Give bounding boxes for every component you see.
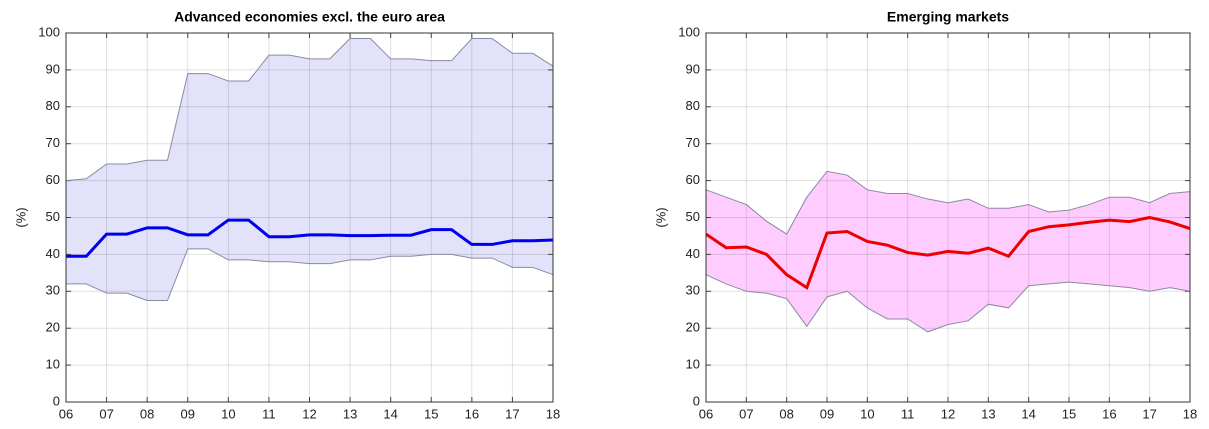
y-tick-label: 0: [693, 393, 700, 408]
chart-title: Advanced economies excl. the euro area: [174, 9, 445, 25]
chart-title: Emerging markets: [887, 9, 1009, 25]
y-tick-label: 100: [678, 24, 700, 39]
y-tick-label: 40: [46, 246, 60, 261]
y-tick-label: 50: [46, 209, 60, 224]
x-tick-label: 14: [383, 406, 397, 421]
y-tick-label: 10: [46, 357, 60, 372]
x-tick-label: 13: [981, 406, 995, 421]
y-tick-label: 0: [53, 393, 60, 408]
y-axis-label: (%): [653, 207, 668, 227]
x-tick-label: 18: [1183, 406, 1197, 421]
x-tick-label: 06: [699, 406, 713, 421]
y-tick-label: 50: [686, 209, 700, 224]
band-lower: [66, 248, 554, 302]
x-tick-label: 06: [59, 406, 73, 421]
y-axis-label: (%): [13, 207, 28, 227]
y-tick-label: 20: [686, 320, 700, 335]
x-tick-label: 18: [546, 406, 560, 421]
y-tick-label: 60: [46, 172, 60, 187]
x-tick-label: 16: [465, 406, 479, 421]
x-tick-label: 07: [99, 406, 113, 421]
x-tick-label: 09: [181, 406, 195, 421]
y-tick-label: 30: [686, 283, 700, 298]
x-tick-label: 08: [140, 406, 154, 421]
y-tick-label: 70: [686, 135, 700, 150]
y-tick-label: 80: [686, 98, 700, 113]
band-upper: [65, 38, 554, 182]
x-tick-label: 17: [505, 406, 519, 421]
x-tick-label: 15: [1062, 406, 1076, 421]
y-tick-label: 90: [46, 61, 60, 76]
y-tick-label: 80: [46, 98, 60, 113]
y-tick-label: 90: [686, 61, 700, 76]
x-tick-label: 16: [1102, 406, 1116, 421]
plot-frame: [65, 32, 554, 403]
x-tick-label: 10: [860, 406, 874, 421]
y-tick-label: 70: [46, 135, 60, 150]
x-tick-label: 12: [302, 406, 316, 421]
x-tick-label: 12: [941, 406, 955, 421]
y-tick-label: 10: [686, 357, 700, 372]
x-tick-label: 13: [343, 406, 357, 421]
band-lower: [705, 274, 1191, 333]
y-tick-label: 20: [46, 320, 60, 335]
x-tick-label: 10: [221, 406, 235, 421]
x-tick-label: 15: [424, 406, 438, 421]
median-line: [705, 215, 1191, 290]
y-tick-label: 100: [38, 24, 60, 39]
plot-frame: [705, 32, 1191, 403]
x-tick-label: 14: [1021, 406, 1035, 421]
y-tick-label: 60: [686, 172, 700, 187]
median-line: [66, 218, 554, 258]
x-tick-label: 07: [739, 406, 753, 421]
x-tick-label: 17: [1142, 406, 1156, 421]
x-tick-label: 08: [779, 406, 793, 421]
x-tick-label: 11: [262, 406, 276, 421]
x-tick-label: 09: [820, 406, 834, 421]
y-tick-label: 40: [686, 246, 700, 261]
y-tick-label: 30: [46, 283, 60, 298]
band-upper: [705, 170, 1191, 235]
x-tick-label: 11: [901, 406, 915, 421]
